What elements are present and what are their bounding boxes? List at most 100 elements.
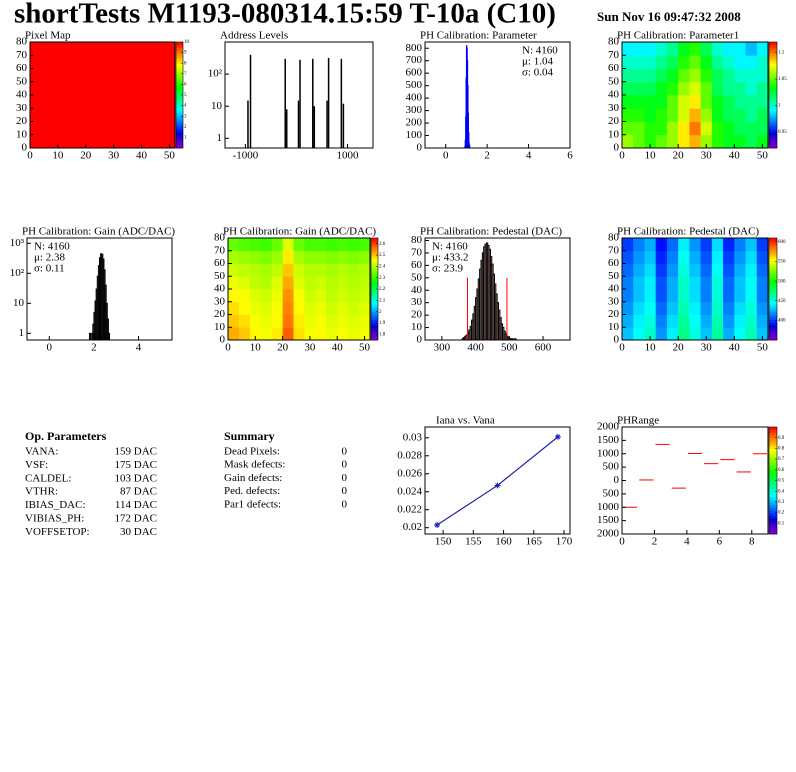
- heatmap-cell: [756, 81, 769, 96]
- color-bar-step: [769, 507, 777, 511]
- heatmap-cell: [271, 327, 284, 341]
- heatmap-cell: [745, 314, 758, 328]
- heatmap-cell: [348, 327, 360, 341]
- x-tick-label: 300: [434, 342, 451, 354]
- color-bar-step: [769, 245, 777, 249]
- heatmap-cell: [326, 238, 338, 252]
- color-bar-step: [769, 100, 777, 104]
- color-bar-step: [769, 44, 777, 48]
- color-bar-step: [769, 95, 777, 99]
- heatmap-cell: [260, 263, 273, 277]
- color-bar-step: [769, 480, 777, 484]
- color-bar-step: [769, 525, 777, 530]
- color-bar-step: [769, 427, 777, 431]
- heatmap-cell: [271, 238, 284, 252]
- color-bar-step: [769, 445, 777, 449]
- y-tick-label: 30: [608, 102, 620, 114]
- heatmap-cell: [348, 314, 360, 328]
- heatmap-cell: [326, 289, 338, 303]
- heatmap-cell: [644, 238, 657, 252]
- color-bar-step: [176, 140, 183, 144]
- heatmap-cell: [689, 121, 702, 136]
- heatmap-cell: [756, 95, 769, 109]
- parameter-value: 172 DAC: [115, 513, 157, 525]
- y-tick-label: 10: [214, 321, 226, 333]
- heatmap-cell: [293, 250, 305, 264]
- color-bar-step: [769, 512, 777, 516]
- heatmap-cell: [238, 327, 251, 341]
- heatmap-cell: [678, 68, 690, 83]
- x-tick-label: 1000: [336, 150, 359, 162]
- color-bar-step: [769, 324, 777, 328]
- parameter-name: VANA:: [25, 446, 58, 458]
- y-tick-label: 500: [603, 487, 620, 499]
- y-tick-label: 600: [406, 67, 423, 79]
- panel-title: Address Levels: [220, 30, 288, 42]
- heatmap-cell: [644, 301, 657, 315]
- color-bar-step: [769, 306, 777, 310]
- heatmap-cell: [249, 263, 262, 277]
- heatmap-cell: [282, 301, 294, 315]
- y-tick-label: 20: [608, 115, 620, 127]
- heatmap-cell: [633, 95, 645, 109]
- heatmap-cell: [282, 276, 294, 290]
- heatmap-cell: [711, 81, 724, 96]
- x-tick-label: 40: [332, 342, 344, 354]
- summary-label: Par1 defects:: [224, 498, 281, 510]
- heatmap-cell: [622, 276, 634, 290]
- stat-line: N: 4160: [34, 241, 70, 253]
- heatmap-cell: [293, 238, 305, 252]
- color-bar-step: [769, 73, 777, 77]
- color-bar-step: [769, 453, 777, 457]
- color-bar-step: [769, 304, 777, 308]
- y-tick-label: 30: [16, 102, 28, 114]
- heatmap-cell: [271, 289, 284, 303]
- heatmap-cell: [238, 250, 251, 264]
- color-bar-step: [176, 118, 183, 122]
- y-tick-label: 30: [608, 295, 620, 307]
- table-title: Summary: [224, 429, 275, 443]
- heatmap-cell: [734, 121, 746, 136]
- y-tick-label: 80: [608, 36, 620, 48]
- color-bar-step: [176, 79, 183, 83]
- heatmap-cell: [326, 276, 338, 290]
- color-bar-step: [371, 240, 378, 244]
- heatmap-cell: [745, 238, 758, 252]
- heatmap-cell: [723, 289, 735, 303]
- heatmap-cell: [260, 301, 273, 315]
- heatmap-cell: [723, 55, 735, 69]
- heatmap-cell: [249, 250, 262, 264]
- color-bar-step: [769, 327, 777, 331]
- heatmap-cell: [249, 327, 262, 341]
- heatmap-cell: [678, 327, 690, 341]
- y-tick-label: 80: [411, 234, 423, 246]
- panel-title: PHRange: [617, 415, 659, 427]
- color-bar-step: [769, 240, 777, 244]
- heatmap-cell: [689, 314, 702, 328]
- color-bar-step: [371, 289, 378, 292]
- parameter-name: IBIAS_DAC:: [25, 499, 86, 511]
- heatmap-cell: [249, 238, 262, 252]
- color-bar-step: [769, 266, 777, 269]
- color-bar-step: [769, 448, 777, 452]
- heatmap-cell: [293, 327, 305, 341]
- heatmap-cell: [745, 289, 758, 303]
- heatmap-cell: [666, 289, 679, 303]
- color-bar-step: [769, 509, 777, 513]
- x-tick-label: 4: [684, 536, 690, 548]
- heatmap-cell: [633, 238, 645, 252]
- color-bar-label: 500: [778, 279, 786, 284]
- y-tick-label: 40: [608, 283, 620, 295]
- heatmap-cell: [282, 263, 294, 277]
- color-bar-step: [176, 89, 183, 93]
- heatmap-cell: [304, 314, 316, 328]
- color-bar-step: [371, 317, 378, 320]
- y-tick-label: 0.022: [397, 503, 422, 515]
- heatmap-cell: [711, 108, 724, 122]
- heatmap-cell: [723, 301, 735, 315]
- color-bar-label: 5: [184, 93, 187, 98]
- heatmap-cell: [655, 108, 668, 122]
- color-bar-step: [371, 248, 378, 252]
- color-bar-step: [769, 299, 777, 303]
- heatmap-cell: [666, 95, 679, 109]
